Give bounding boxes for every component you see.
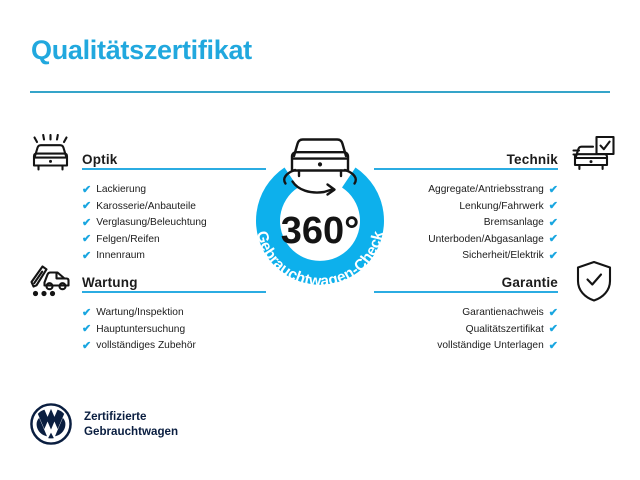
shield-check-icon [574,259,614,303]
list-item: Unterboden/Abgasanlage ✔ [410,232,558,249]
badge-center-label: 360° [281,210,360,252]
list-item-label: Wartung/Inspektion [96,307,184,318]
section-wartung-title: Wartung [82,275,138,290]
list-item-label: Innenraum [96,250,145,261]
check-icon: ✔ [548,249,558,262]
check-icon: ✔ [548,183,558,196]
list-item: Bremsanlage ✔ [410,215,558,232]
list-item: ✔ vollständiges Zubehör [82,338,230,355]
section-garantie-list: Garantienachweis ✔ Qualitätszertifikat ✔ v… [410,305,558,355]
check-icon: ✔ [548,323,558,336]
section-garantie-divider [410,291,558,293]
list-item-label: Hauptuntersuchung [96,323,186,335]
list-item: ✔ Karosserie/Anbauteile [82,199,230,216]
connector-line-technik [374,168,410,170]
section-technik-header: Technik [410,144,558,170]
section-garantie-header: Garantie [410,267,558,293]
check-icon: ✔ [548,233,558,246]
list-item-label: Karosserie/Anbauteile [96,200,196,212]
section-wartung-list: ✔ Wartung/Inspektion ✔ Hauptuntersuchung ✔… [82,305,230,355]
section-optik-title: Optik [82,152,118,167]
check-icon: ✔ [82,249,92,262]
list-item: vollständige Unterlagen ✔ [410,338,558,355]
car-shine-icon [28,133,72,176]
list-item: Sicherheit/Elektrik ✔ [410,248,558,265]
list-item-label: vollständiges Zubehör [96,340,196,351]
footer-line-2: Gebrauchtwagen [84,425,179,438]
section-garantie: Garantie Garantienachweis ✔ Qualitätszert… [410,267,558,355]
section-garantie-title: Garantie [501,275,558,290]
check-icon: ✔ [548,339,558,352]
list-item: Garantienachweis ✔ [410,305,558,322]
list-item-label: Bremsanlage [483,217,544,228]
list-item: Lenkung/Fahrwerk ✔ [410,199,558,216]
check-icon: ✔ [82,339,92,352]
check-icon: ✔ [548,306,558,319]
list-item-label: Unterboden/Abgasanlage [428,233,544,245]
section-technik-list: Aggregate/Antriebsstrang ✔ Lenkung/Fahrwe… [410,182,558,265]
list-item-label: vollständige Unterlagen [437,340,544,351]
list-item-label: Lenkung/Fahrwerk [459,200,544,212]
section-technik-title: Technik [506,152,558,167]
connector-line-garantie [374,291,410,293]
check-icon: ✔ [82,306,92,319]
footer-text: Zertifizierte Gebrauchtwagen [84,409,178,439]
section-optik-list: ✔ Lackierung ✔ Karosserie/Anbauteile ✔ Verg… [82,182,230,265]
vw-logo [30,403,72,445]
section-optik: Optik ✔ Lackierung ✔ Karosserie/Anbauteile… [82,144,230,265]
list-item-label: Lackierung [96,184,147,195]
section-wartung-header: Wartung [82,267,230,293]
list-item: ✔ Lackierung [82,182,230,199]
list-item-label: Verglasung/Beleuchtung [96,217,207,228]
list-item: Aggregate/Antriebsstrang ✔ [410,182,558,199]
list-item-label: Aggregate/Antriebsstrang [428,184,544,195]
list-item: ✔ Felgen/Reifen [82,232,230,249]
list-item-label: Sicherheit/Elektrik [462,250,544,261]
car-checkbox-icon [572,134,616,176]
gebrauchtwagen-check-badge: 360° Gebrauchtwagen-Check [232,118,408,308]
list-item-label: Felgen/Reifen [96,233,160,245]
footer-line-1: Zertifizierte [84,410,147,423]
title-divider [30,91,610,93]
car-rotate-360-icon [283,138,357,196]
list-item: Qualitätszertifikat ✔ [410,322,558,339]
section-wartung-divider [82,291,230,293]
check-icon: ✔ [548,216,558,229]
check-icon: ✔ [82,216,92,229]
list-item: ✔ Wartung/Inspektion [82,305,230,322]
check-icon: ✔ [82,233,92,246]
section-wartung: Wartung ✔ Wartung/Inspektion ✔ Hauptunters… [82,267,230,355]
list-item: ✔ Hauptuntersuchung [82,322,230,339]
badge-ring [256,167,384,285]
section-optik-header: Optik [82,144,230,170]
list-item-label: Qualitätszertifikat [465,323,544,335]
car-wrench-icon [28,259,72,301]
check-icon: ✔ [548,200,558,213]
section-technik: Technik Aggregate/Antriebsstrang ✔ Lenkun… [410,144,558,265]
list-item: ✔ Innenraum [82,248,230,265]
list-item: ✔ Verglasung/Beleuchtung [82,215,230,232]
check-icon: ✔ [82,200,92,213]
check-icon: ✔ [82,183,92,196]
footer-branding: Zertifizierte Gebrauchtwagen [30,403,178,445]
section-technik-divider [410,168,558,170]
check-icon: ✔ [82,323,92,336]
connector-line-wartung [230,291,266,293]
connector-line-optik [230,168,266,170]
list-item-label: Garantienachweis [462,307,544,318]
section-optik-divider [82,168,230,170]
page-title: Qualitätszertifikat [31,35,252,65]
